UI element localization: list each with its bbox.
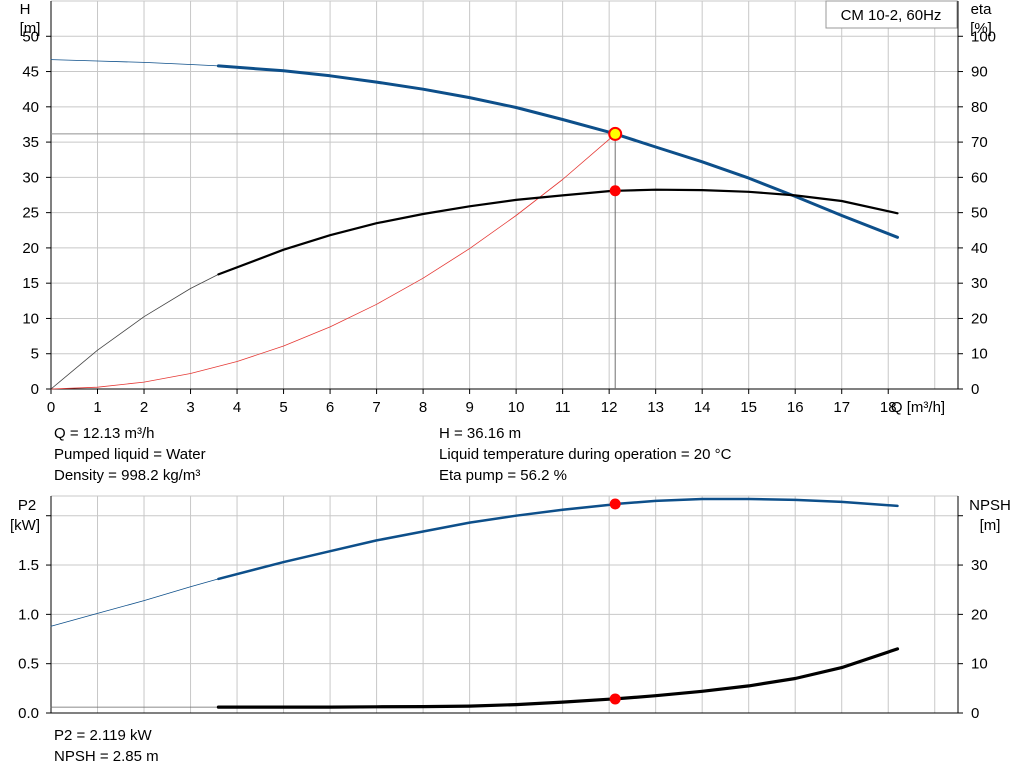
info-flow: Q = 12.13 m³/h: [54, 425, 155, 442]
bottom-ylabel-left-unit: [kW]: [10, 517, 40, 534]
info-npsh: NPSH = 2.85 m: [54, 748, 159, 765]
p2-duty-marker: [609, 498, 621, 510]
x-tick-label: 13: [647, 399, 664, 416]
duty-info-right: H = 36.16 m Liquid temperature during op…: [439, 423, 731, 486]
x-tick-label: 3: [186, 399, 194, 416]
bottom-ylabel-right-unit: [m]: [980, 517, 1001, 534]
eta-curve-extension: [50, 274, 219, 390]
pump-label: CM 10-2, 60Hz: [841, 7, 942, 24]
x-tick-label: 1: [93, 399, 101, 416]
bottom-y-tick-label-right: 10: [971, 656, 988, 673]
duty-point-marker: [608, 126, 623, 141]
top-y-ticks-left: 0 5 10 15 20 25 30 35 40 45 50: [22, 28, 51, 398]
y-tick-label-left: 20: [22, 240, 39, 257]
pump-label-box: CM 10-2, 60Hz: [825, 0, 958, 29]
top-ylabel-left-unit: [m]: [20, 20, 41, 37]
top-ylabel-right-unit: [%]: [970, 20, 992, 37]
info-temperature: Liquid temperature during operation = 20…: [439, 446, 732, 463]
y-tick-label-left: 30: [22, 169, 39, 186]
y-tick-label-right: 80: [971, 99, 988, 116]
power-npsh-chart: 0.0 0.5 1.0 1.5 0 10 20 30 P2 [kW] NPSH [m]: [10, 495, 1011, 722]
bottom-y-tick-label-left: 1.0: [18, 606, 39, 623]
eta-duty-marker: [609, 185, 621, 197]
eta-curve: [217, 188, 899, 276]
top-markers: [608, 126, 623, 197]
y-tick-label-right: 70: [971, 134, 988, 151]
x-tick-label: 5: [279, 399, 287, 416]
power-info: P2 = 2.119 kW NPSH = 2.85 m: [54, 725, 159, 767]
bottom-grid: [50, 495, 959, 714]
system-curve: [50, 133, 616, 390]
bottom-y-tick-label-right: 20: [971, 606, 988, 623]
head-efficiency-chart: 0 1 2 3 4 5 6 7 8 9 10 11 12 13 14 15 16 17 18 05101520253…: [20, 0, 996, 416]
bottom-markers: [609, 498, 621, 705]
y-tick-label-left: 35: [22, 134, 39, 151]
x-tick-label: 4: [233, 399, 241, 416]
info-head: H = 36.16 m: [439, 425, 522, 442]
top-xlabel: Q [m³/h]: [891, 399, 945, 416]
duty-info-left: Q = 12.13 m³/h Pumped liquid = Water Den…: [54, 423, 206, 486]
top-grid: [50, 0, 959, 390]
y-tick-label-right: 50: [971, 205, 988, 222]
y-tick-label-left: 45: [22, 64, 39, 81]
bottom-y-tick-label-left: 0.5: [18, 656, 39, 673]
y-tick-label-right: 90: [971, 64, 988, 81]
x-tick-label: 11: [555, 399, 571, 416]
info-density: Density = 998.2 kg/m³: [54, 467, 201, 484]
x-tick-label: 10: [508, 399, 525, 416]
top-ylabel-left-name: H: [20, 1, 31, 18]
y-tick-label-left: 50: [22, 28, 39, 45]
y-tick-label-right: 60: [971, 169, 988, 186]
x-tick-label: 8: [419, 399, 427, 416]
bottom-y-tick-label-left: 1.5: [18, 557, 39, 574]
x-tick-label: 6: [326, 399, 334, 416]
x-tick-label: 0: [47, 399, 55, 416]
info-liquid: Pumped liquid = Water: [54, 446, 206, 463]
x-tick-label: 14: [694, 399, 711, 416]
y-tick-label-left: 5: [31, 346, 39, 363]
npsh-duty-marker: [609, 693, 621, 705]
y-tick-label-left: 0: [31, 381, 39, 398]
top-ylabel-right-name: eta: [971, 1, 993, 18]
y-tick-label-right: 20: [971, 310, 988, 327]
info-eta: Eta pump = 56.2 %: [439, 467, 567, 484]
top-x-ticks: 0 1 2 3 4 5 6 7 8 9 10 11 12 13 14 15 16 17 18: [47, 389, 897, 416]
bottom-y-ticks-right: 0 10 20 30: [958, 515, 988, 722]
x-tick-label: 7: [372, 399, 380, 416]
info-p2: P2 = 2.119 kW: [54, 727, 152, 744]
y-tick-label-right: 0: [971, 381, 979, 398]
npsh-curve: [216, 647, 900, 709]
y-tick-label-right: 100: [971, 28, 996, 45]
bottom-ylabel-left-name: P2: [18, 497, 36, 514]
y-tick-label-left: 40: [22, 99, 39, 116]
x-tick-label: 9: [465, 399, 473, 416]
x-tick-label: 16: [787, 399, 804, 416]
head-curve: [216, 64, 899, 239]
bottom-y-tick-label-right: 0: [971, 705, 979, 722]
bottom-ylabel-right-name: NPSH: [969, 497, 1011, 514]
y-tick-label-right: 30: [971, 275, 988, 292]
bottom-y-tick-label-right: 30: [971, 557, 988, 574]
head-curve-extension: [50, 59, 219, 67]
p2-curve: [217, 497, 899, 581]
y-tick-label-left: 10: [22, 310, 39, 327]
duty-guide-lines: [51, 133, 616, 389]
x-tick-label: 12: [601, 399, 618, 416]
bottom-y-ticks-left: 0.0 0.5 1.0 1.5: [18, 515, 51, 722]
x-tick-label: 2: [140, 399, 148, 416]
bottom-y-tick-label-left: 0.0: [18, 705, 39, 722]
x-tick-label: 18: [880, 399, 897, 416]
x-tick-label: 17: [833, 399, 850, 416]
y-tick-label-left: 25: [22, 205, 39, 222]
bottom-curves: [50, 497, 900, 709]
p2-curve-extension: [50, 578, 219, 627]
top-y-ticks-right: 0 10 20 30 40 50 60 70 80 90 100: [958, 28, 996, 398]
top-curves: [50, 59, 899, 390]
x-tick-label: 15: [740, 399, 757, 416]
y-tick-label-left: 15: [22, 275, 39, 292]
y-tick-label-right: 10: [971, 346, 988, 363]
y-tick-label-right: 40: [971, 240, 988, 257]
